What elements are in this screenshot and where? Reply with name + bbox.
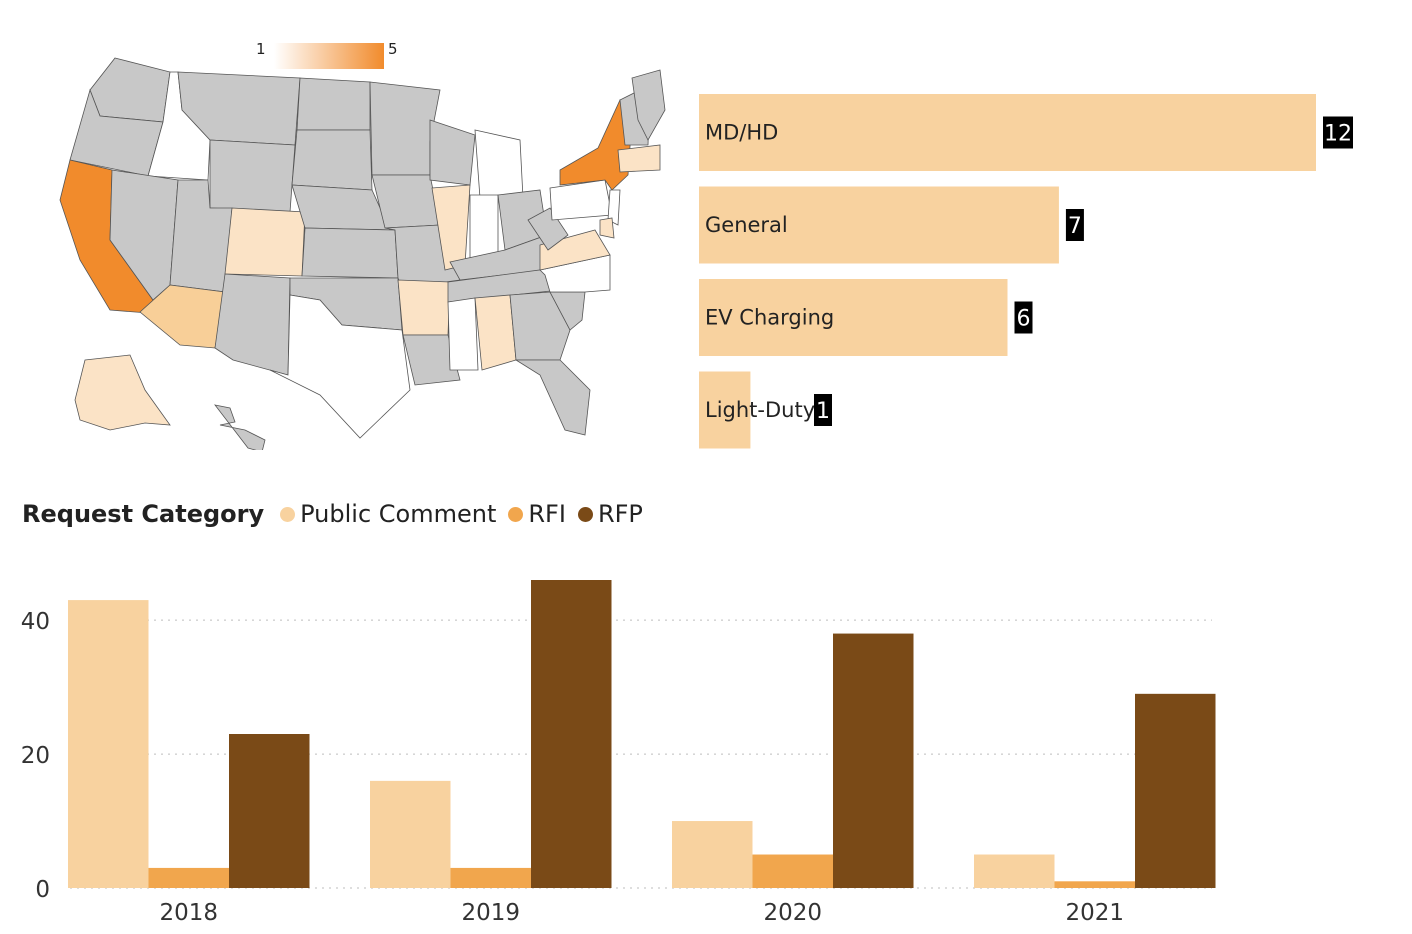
- map-color-legend: 1 5: [256, 36, 416, 69]
- column-bar-rfp[interactable]: [229, 734, 310, 888]
- legend-dot-public-comment: [280, 506, 296, 522]
- column-bar-rfi[interactable]: [148, 867, 230, 888]
- hbar-category-label: Light-Duty: [705, 398, 815, 422]
- state-georgia[interactable]: [509, 291, 571, 361]
- hbar-svg: MD/HD 12 General 7 EV Charging 6 Light-Duty 1: [699, 94, 1353, 449]
- legend-dot-rfp: [577, 506, 593, 522]
- state-alaska[interactable]: [74, 354, 171, 431]
- state-alabama[interactable]: [474, 294, 517, 371]
- hbar-category-label: MD/HD: [705, 121, 778, 145]
- x-tick-label: 2021: [1065, 900, 1124, 926]
- column-bar-rfi[interactable]: [752, 854, 834, 888]
- hbar-bar[interactable]: [699, 94, 1316, 171]
- legend-gradient: [274, 43, 384, 69]
- state-wisconsin[interactable]: [429, 119, 476, 186]
- state-maine[interactable]: [631, 69, 666, 141]
- hbar-category-label: EV Charging: [705, 306, 834, 330]
- state-arizona[interactable]: [139, 284, 226, 349]
- legend-label-rfp: RFP: [597, 500, 643, 528]
- hbar-bar[interactable]: [699, 279, 1008, 356]
- hbar-group-1[interactable]: General 7: [699, 186, 1084, 264]
- hbar-value-label: 7: [1068, 214, 1082, 239]
- us-state-map: 1 5: [20, 30, 680, 450]
- state-maryland-de[interactable]: [599, 217, 615, 239]
- column-bar-public-comment[interactable]: [974, 854, 1055, 888]
- legend-item-rfi[interactable]: RFI: [508, 500, 566, 528]
- hbar-value-badge: [814, 394, 832, 426]
- hbar-group-0[interactable]: MD/HD 12: [699, 94, 1353, 171]
- column-bar-rfi[interactable]: [1054, 881, 1136, 888]
- state-florida[interactable]: [514, 359, 591, 436]
- legend-title: Request Category: [22, 500, 265, 528]
- vehicle-type-bar-chart: MD/HD 12 General 7 EV Charging 6 Light-Duty 1: [690, 80, 1390, 460]
- column-bar-rfp[interactable]: [833, 633, 914, 888]
- hbar-group-2[interactable]: EV Charging 6: [699, 279, 1033, 356]
- hbar-value-badge: [1323, 116, 1353, 149]
- state-indiana[interactable]: [469, 194, 499, 261]
- state-mississippi[interactable]: [447, 297, 479, 371]
- legend-item-rfp[interactable]: RFP: [577, 500, 643, 528]
- hbar-value-label: 12: [1324, 122, 1352, 147]
- state-texas[interactable]: [269, 294, 411, 439]
- state-new-york[interactable]: [559, 99, 633, 191]
- hbar-value-badge: [1065, 209, 1084, 241]
- column-bar-public-comment[interactable]: [370, 780, 451, 888]
- state-hawaii[interactable]: [214, 404, 266, 450]
- chart-legend: Request Category Public Comment RFI RFP: [22, 498, 655, 530]
- column-bar-rfi[interactable]: [450, 867, 532, 888]
- hbar-value-label: 1: [816, 399, 830, 424]
- legend-item-public-comment[interactable]: Public Comment: [280, 500, 496, 528]
- state-wyoming[interactable]: [209, 139, 296, 213]
- hbar-bar[interactable]: [699, 186, 1059, 264]
- column-bar-rfp[interactable]: [531, 580, 612, 888]
- state-virginia[interactable]: [539, 229, 611, 271]
- state-nebraska[interactable]: [291, 184, 391, 231]
- column-svg: 0 20 40 2018 2019 2020 2021: [21, 580, 1216, 926]
- state-kansas[interactable]: [301, 227, 399, 279]
- state-west-virginia[interactable]: [527, 207, 569, 251]
- legend-min-label: 1: [256, 40, 266, 58]
- state-new-mexico[interactable]: [214, 273, 291, 376]
- hbar-group-3[interactable]: Light-Duty 1: [699, 371, 832, 449]
- state-minnesota[interactable]: [369, 81, 441, 176]
- legend-dot-rfi: [508, 506, 524, 522]
- column-bar-rfp[interactable]: [1135, 693, 1216, 888]
- state-new-jersey[interactable]: [607, 189, 621, 226]
- y-tick-label: 20: [21, 743, 50, 769]
- state-north-dakota[interactable]: [296, 77, 371, 131]
- legend-max-label: 5: [388, 40, 398, 58]
- legend-label-public-comment: Public Comment: [300, 500, 497, 528]
- state-colorado[interactable]: [224, 207, 306, 277]
- state-massachusetts-ct[interactable]: [617, 144, 661, 173]
- state-louisiana[interactable]: [402, 334, 461, 386]
- hbar-bar[interactable]: [699, 371, 751, 449]
- state-pennsylvania[interactable]: [549, 179, 613, 221]
- state-michigan[interactable]: [474, 129, 524, 199]
- state-south-dakota[interactable]: [291, 129, 373, 191]
- x-tick-label: 2019: [461, 900, 520, 926]
- column-bar-public-comment[interactable]: [68, 600, 149, 888]
- x-tick-label: 2020: [763, 900, 822, 926]
- state-arkansas[interactable]: [397, 279, 451, 336]
- y-tick-label: 40: [21, 609, 50, 635]
- hbar-value-badge: [1014, 301, 1033, 334]
- request-category-column-chart: 0 20 40 2018 2019 2020 2021 Request Category P…: [0, 490, 1412, 934]
- hbar-value-label: 6: [1017, 307, 1031, 332]
- column-bar-public-comment[interactable]: [672, 821, 753, 888]
- map-svg: [59, 57, 666, 450]
- hbar-category-label: General: [705, 213, 788, 237]
- x-tick-label: 2018: [159, 900, 218, 926]
- y-tick-label: 0: [35, 877, 50, 903]
- state-washington[interactable]: [89, 57, 171, 123]
- legend-label-rfi: RFI: [528, 500, 566, 528]
